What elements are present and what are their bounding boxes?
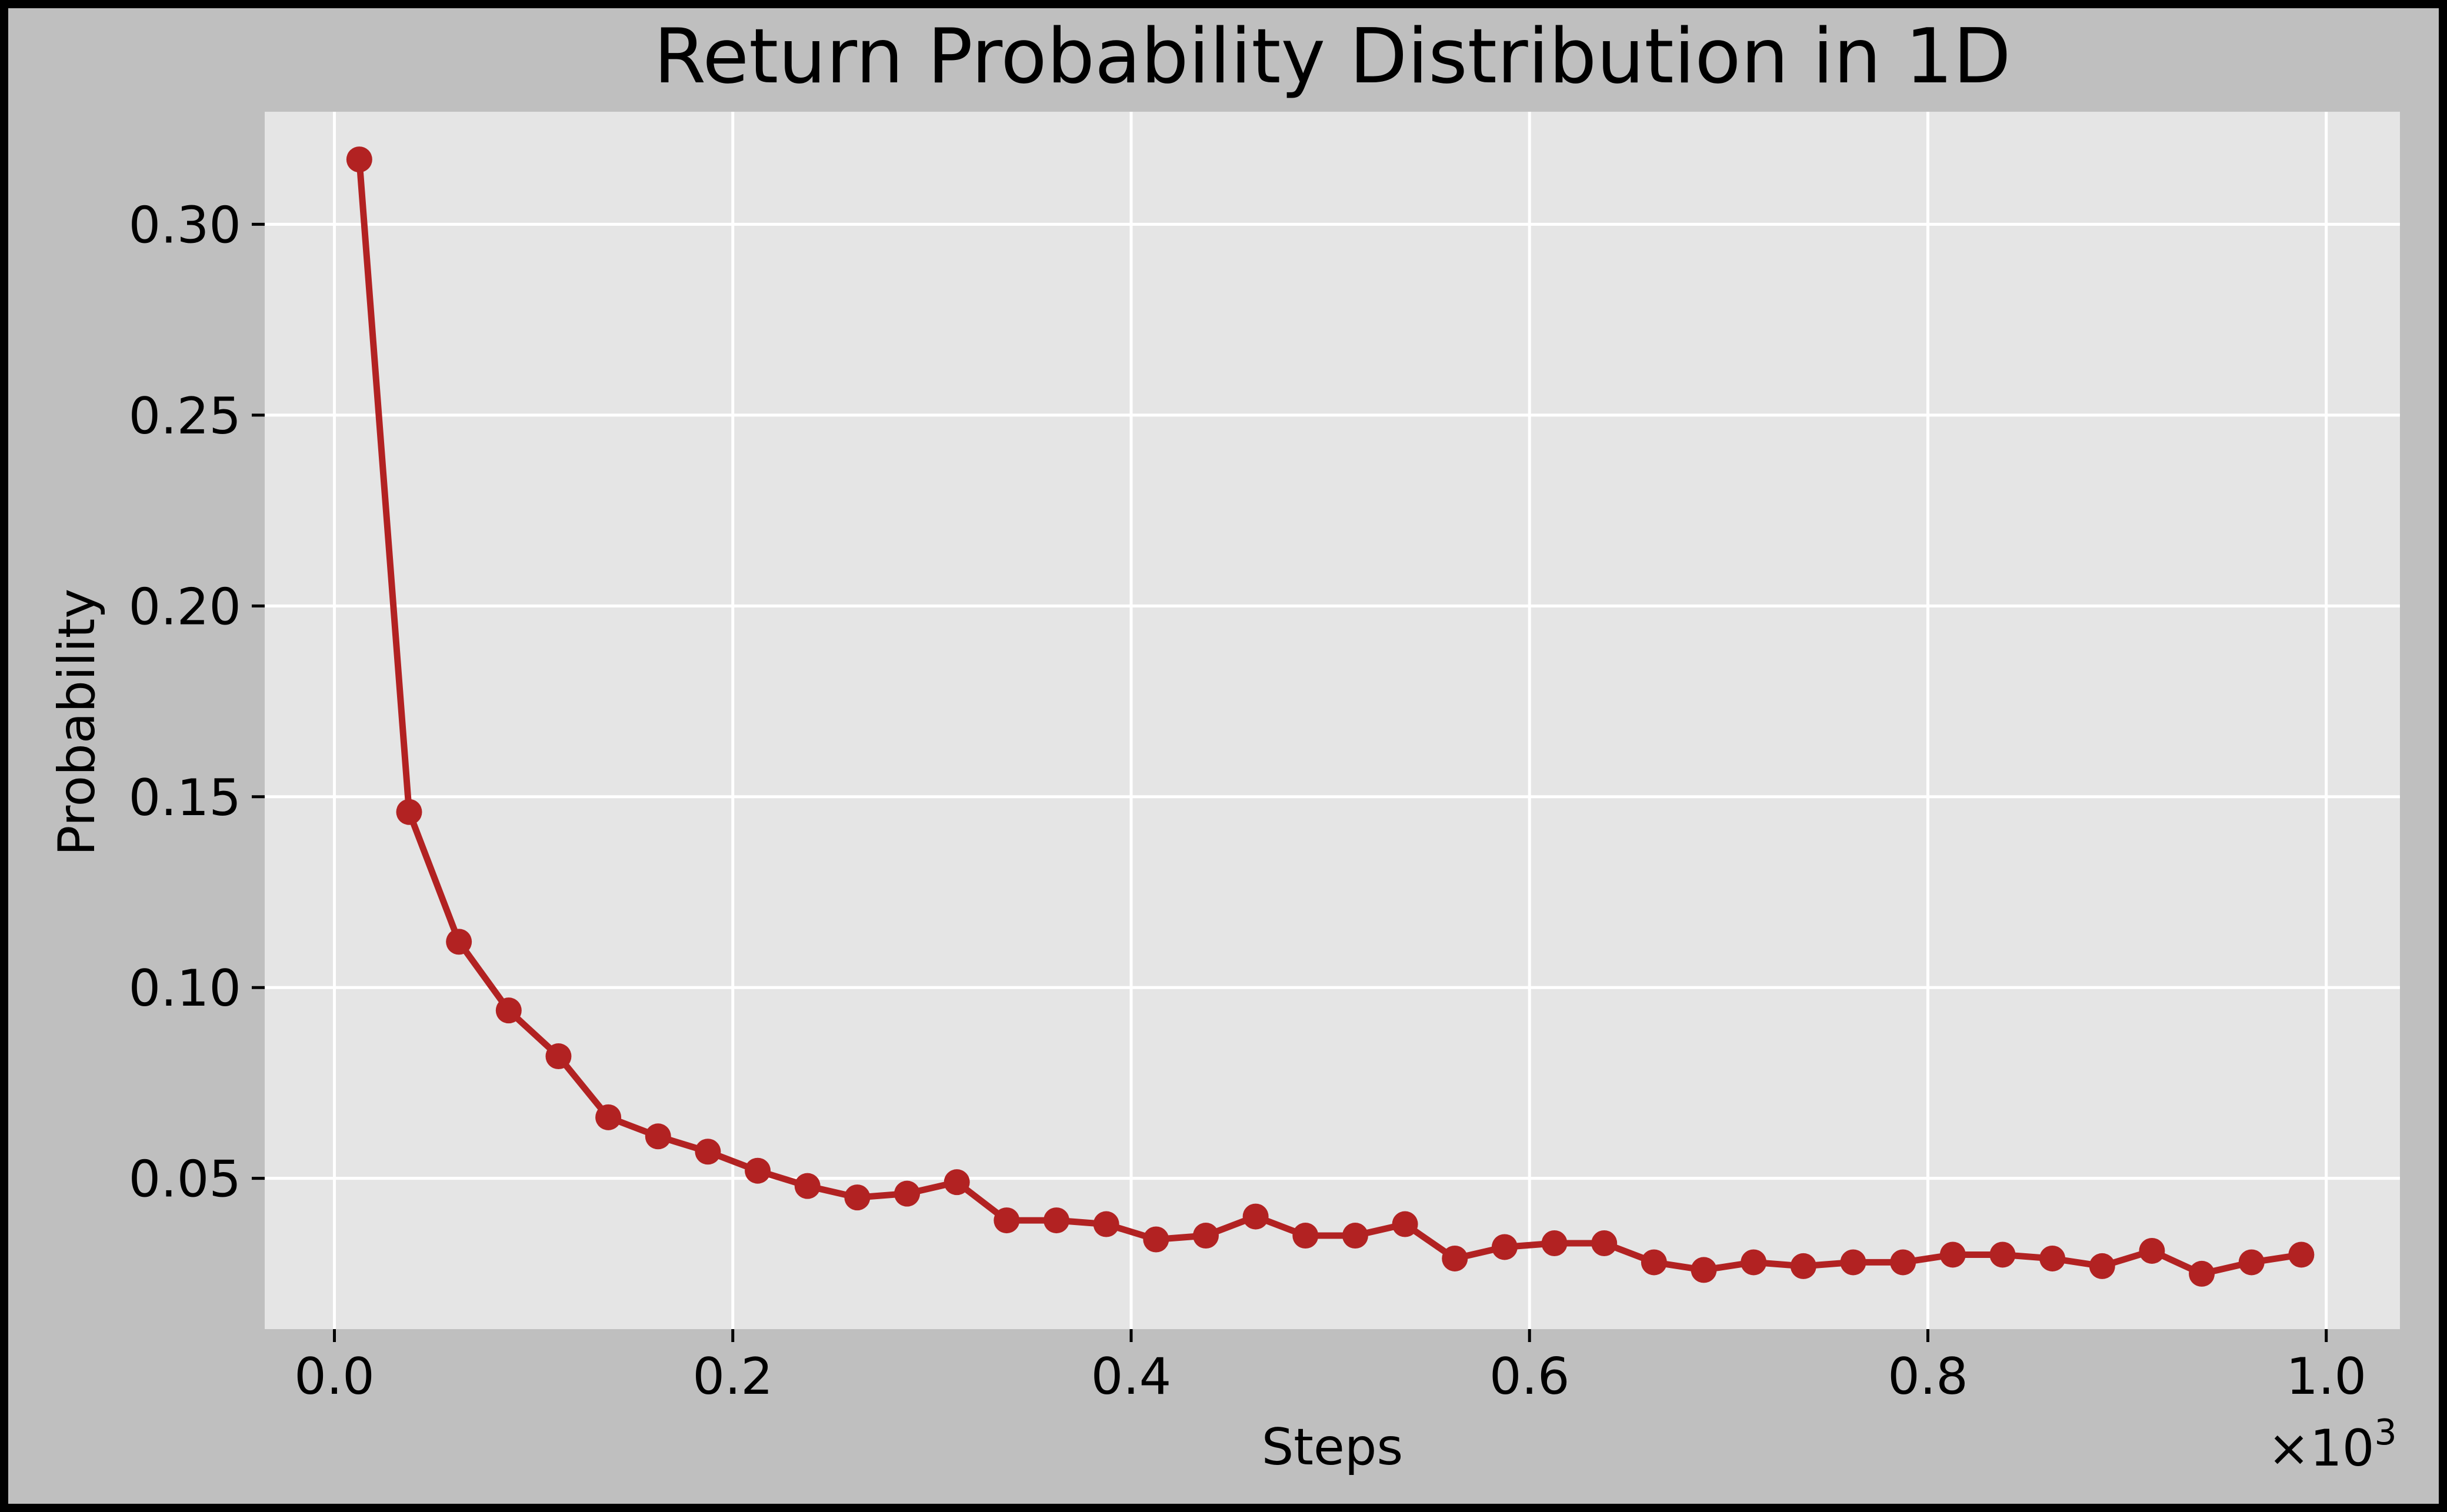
series-line: [356, 156, 2305, 1277]
data-point: [1790, 1253, 1816, 1279]
data-point: [645, 1123, 671, 1150]
data-point: [1192, 1223, 1219, 1249]
data-point: [1292, 1223, 1319, 1249]
data-point: [994, 1207, 1020, 1234]
data-point: [2139, 1237, 2165, 1264]
data-point: [2189, 1260, 2215, 1287]
data-point: [745, 1157, 771, 1184]
data-point: [1044, 1207, 1070, 1234]
data-point: [1591, 1230, 1618, 1256]
y-tick-label: 0.15: [129, 769, 241, 827]
data-point: [1392, 1211, 1418, 1237]
data-point: [894, 1180, 921, 1207]
data-point: [1143, 1226, 1169, 1253]
data-point: [2089, 1253, 2115, 1279]
data-point: [695, 1139, 721, 1165]
y-tick-label: 0.30: [129, 196, 241, 255]
data-point: [396, 799, 422, 825]
x-axis-offset-text: ×103: [2268, 1412, 2397, 1478]
x-axis-label: Steps: [1262, 1418, 1403, 1477]
data-point: [545, 1043, 572, 1070]
data-point: [1491, 1234, 1518, 1260]
data-point: [1989, 1241, 2016, 1268]
grid: [265, 112, 2400, 1329]
data-point: [1890, 1249, 1916, 1276]
data-point: [1939, 1241, 1966, 1268]
data-point: [2238, 1249, 2265, 1276]
data-point: [794, 1173, 821, 1199]
data-point: [1442, 1245, 1468, 1271]
x-tick-label: 0.6: [1489, 1347, 1570, 1406]
axis-ticks: 0.0 0.2 0.4 0.6 0.8 1.0 0.05 0.10 0.15 0.20 0.25 0.…: [129, 196, 2367, 1406]
x-tick-label: 1.0: [2286, 1347, 2366, 1406]
y-axis-label: Probability: [48, 589, 106, 856]
data-point: [1840, 1249, 1866, 1276]
x-axis-offset-base: ×10: [2268, 1419, 2375, 1478]
data-point: [1242, 1203, 1269, 1230]
data-point: [1093, 1211, 1119, 1237]
data-point: [1541, 1230, 1568, 1256]
data-point: [1342, 1223, 1368, 1249]
data-point: [346, 146, 372, 173]
x-tick-label: 0.0: [294, 1347, 375, 1406]
data-point: [2039, 1245, 2066, 1271]
x-tick-label: 0.2: [692, 1347, 773, 1406]
x-tick-label: 0.8: [1888, 1347, 1968, 1406]
series: [346, 146, 2315, 1287]
data-point: [944, 1169, 970, 1196]
chart-title: Return Probability Distribution in 1D: [654, 13, 2011, 101]
plot-area: [265, 112, 2400, 1329]
data-point: [1741, 1249, 1767, 1276]
data-point: [495, 997, 522, 1024]
x-tick-label: 0.4: [1091, 1347, 1172, 1406]
data-point: [1691, 1257, 1717, 1283]
x-axis-offset-exponent: 3: [2375, 1412, 2397, 1453]
data-point: [2288, 1241, 2315, 1268]
y-tick-label: 0.25: [129, 387, 241, 446]
data-point: [595, 1104, 622, 1130]
y-tick-label: 0.20: [129, 578, 241, 636]
data-point: [446, 929, 472, 955]
data-point: [1641, 1249, 1667, 1276]
y-tick-label: 0.10: [129, 959, 241, 1018]
y-tick-label: 0.05: [129, 1150, 241, 1209]
data-point: [844, 1184, 871, 1211]
